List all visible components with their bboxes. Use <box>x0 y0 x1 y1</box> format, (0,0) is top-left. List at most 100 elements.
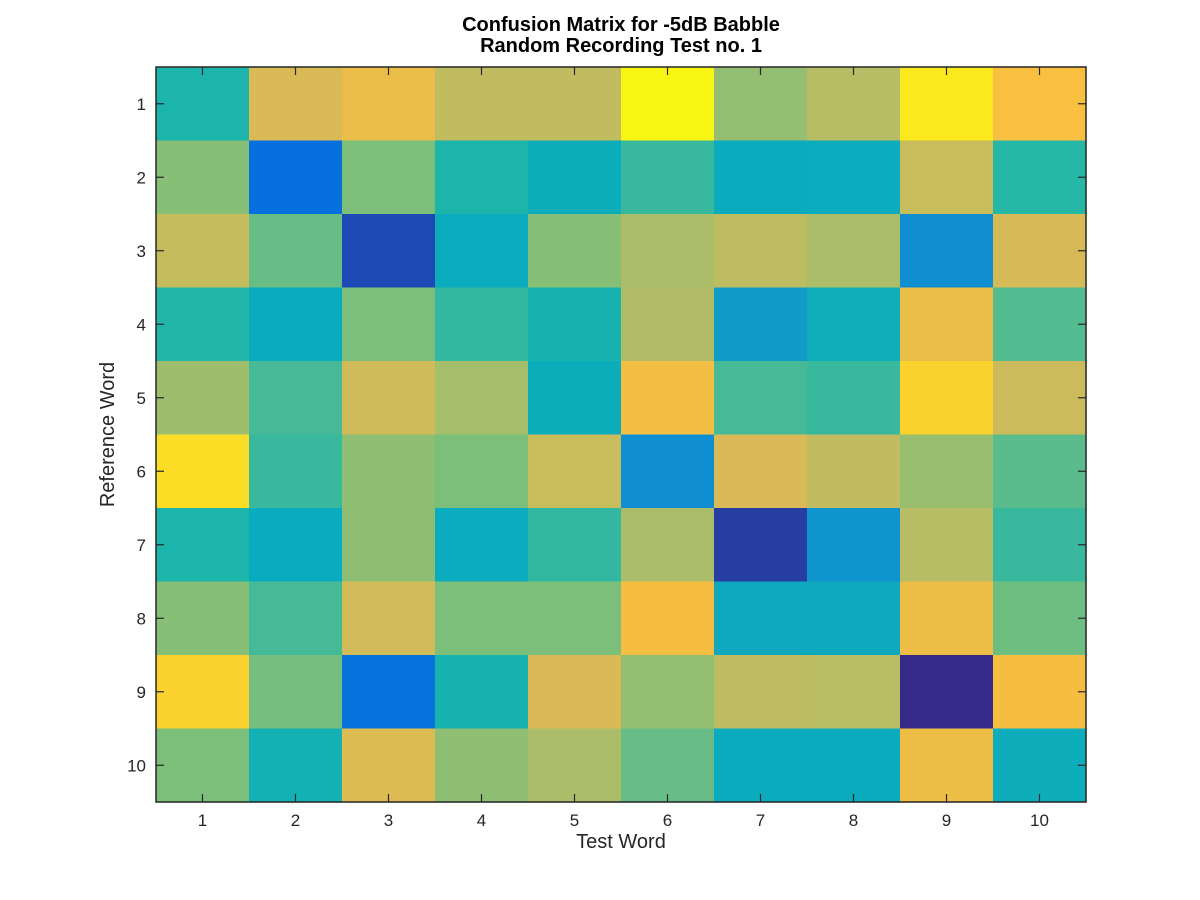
heatmap-cell-r7-c8 <box>807 508 901 583</box>
heatmap-cell-r8-c1 <box>156 581 250 656</box>
heatmap-cell-r1-c7 <box>714 67 808 142</box>
heatmap-cell-r4-c1 <box>156 287 250 362</box>
heatmap-cell-r5-c9 <box>900 361 994 436</box>
heatmap-cell-r5-c6 <box>621 361 715 436</box>
heatmap-cell-r5-c3 <box>342 361 436 436</box>
heatmap-cells <box>156 67 1087 803</box>
heatmap-cell-r8-c9 <box>900 581 994 656</box>
heatmap-cell-r3-c3 <box>342 214 436 289</box>
chart-title-line-2: Random Recording Test no. 1 <box>480 35 762 57</box>
heatmap-cell-r3-c2 <box>249 214 343 289</box>
heatmap-cell-r5-c10 <box>993 361 1087 436</box>
heatmap-cell-r5-c8 <box>807 361 901 436</box>
heatmap-cell-r6-c4 <box>435 434 529 509</box>
heatmap-cell-r9-c8 <box>807 655 901 730</box>
heatmap-cell-r8-c3 <box>342 581 436 656</box>
heatmap-cell-r8-c7 <box>714 581 808 656</box>
heatmap-cell-r1-c8 <box>807 67 901 142</box>
heatmap-cell-r2-c2 <box>249 140 343 215</box>
heatmap-cell-r8-c2 <box>249 581 343 656</box>
heatmap-cell-r2-c3 <box>342 140 436 215</box>
heatmap-cell-r4-c8 <box>807 287 901 362</box>
heatmap-cell-r5-c2 <box>249 361 343 436</box>
y-axis-ticks: 1 2 3 4 5 6 7 8 9 10 <box>127 95 1086 775</box>
heatmap-cell-r2-c5 <box>528 140 622 215</box>
heatmap-cell-r6-c8 <box>807 434 901 509</box>
heatmap-cell-r10-c7 <box>714 728 808 803</box>
x-tick-label: 8 <box>849 811 858 830</box>
heatmap-cell-r2-c7 <box>714 140 808 215</box>
heatmap-cell-r4-c3 <box>342 287 436 362</box>
heatmap-cell-r2-c1 <box>156 140 250 215</box>
heatmap-cell-r1-c10 <box>993 67 1087 142</box>
heatmap-cell-r9-c9 <box>900 655 994 730</box>
heatmap-cell-r9-c5 <box>528 655 622 730</box>
heatmap-cell-r6-c1 <box>156 434 250 509</box>
heatmap-cell-r3-c7 <box>714 214 808 289</box>
heatmap-cell-r4-c10 <box>993 287 1087 362</box>
heatmap-cell-r8-c4 <box>435 581 529 656</box>
heatmap-cell-r7-c5 <box>528 508 622 583</box>
heatmap-cell-r7-c1 <box>156 508 250 583</box>
heatmap-cell-r3-c10 <box>993 214 1087 289</box>
x-tick-label: 6 <box>663 811 672 830</box>
heatmap-cell-r6-c2 <box>249 434 343 509</box>
axis-labels: Test Word Reference Word <box>97 362 666 853</box>
heatmap-cell-r9-c4 <box>435 655 529 730</box>
heatmap-cell-r9-c7 <box>714 655 808 730</box>
x-tick-label: 5 <box>570 811 579 830</box>
y-tick-label: 8 <box>137 609 146 628</box>
heatmap-cell-r7-c9 <box>900 508 994 583</box>
heatmap-cell-r6-c7 <box>714 434 808 509</box>
heatmap-cell-r7-c3 <box>342 508 436 583</box>
y-axis-label: Reference Word <box>97 362 119 507</box>
y-tick-label: 1 <box>137 95 146 114</box>
heatmap-cell-r9-c10 <box>993 655 1087 730</box>
heatmap-cell-r7-c6 <box>621 508 715 583</box>
axes-box <box>155 66 1087 803</box>
heatmap-cell-r4-c9 <box>900 287 994 362</box>
heatmap-cell-r10-c4 <box>435 728 529 803</box>
x-tick-label: 2 <box>291 811 300 830</box>
heatmap-cell-r10-c5 <box>528 728 622 803</box>
y-tick-label: 2 <box>137 168 146 187</box>
heatmap-cell-r7-c2 <box>249 508 343 583</box>
heatmap-cell-r5-c7 <box>714 361 808 436</box>
heatmap-cell-r10-c1 <box>156 728 250 803</box>
heatmap-cell-r4-c6 <box>621 287 715 362</box>
heatmap-cell-r3-c1 <box>156 214 250 289</box>
heatmap-cell-r6-c5 <box>528 434 622 509</box>
heatmap-cell-r2-c10 <box>993 140 1087 215</box>
heatmap-cell-r2-c4 <box>435 140 529 215</box>
y-tick-label: 7 <box>137 536 146 555</box>
heatmap-cell-r1-c2 <box>249 67 343 142</box>
heatmap-cell-r8-c6 <box>621 581 715 656</box>
heatmap-cell-r1-c3 <box>342 67 436 142</box>
heatmap-cell-r1-c1 <box>156 67 250 142</box>
heatmap-cell-r10-c8 <box>807 728 901 803</box>
heatmap-cell-r8-c8 <box>807 581 901 656</box>
heatmap-cell-r10-c9 <box>900 728 994 803</box>
heatmap-cell-r6-c3 <box>342 434 436 509</box>
y-tick-label: 5 <box>137 389 146 408</box>
y-tick-label: 6 <box>137 462 146 481</box>
heatmap-cell-r3-c8 <box>807 214 901 289</box>
heatmap-cell-r7-c4 <box>435 508 529 583</box>
x-tick-label: 3 <box>384 811 393 830</box>
heatmap-cell-r5-c5 <box>528 361 622 436</box>
x-axis-label: Test Word <box>576 831 666 853</box>
heatmap-cell-r1-c4 <box>435 67 529 142</box>
heatmap-cell-r9-c2 <box>249 655 343 730</box>
heatmap-cell-r1-c5 <box>528 67 622 142</box>
heatmap-cell-r5-c1 <box>156 361 250 436</box>
x-axis-ticks: 1 2 3 4 5 6 7 8 9 10 <box>198 67 1049 830</box>
heatmap-cell-r4-c4 <box>435 287 529 362</box>
y-tick-label: 9 <box>137 683 146 702</box>
heatmap-cell-r4-c2 <box>249 287 343 362</box>
heatmap-cell-r3-c9 <box>900 214 994 289</box>
y-tick-label: 3 <box>137 242 146 261</box>
x-tick-label: 10 <box>1030 811 1049 830</box>
